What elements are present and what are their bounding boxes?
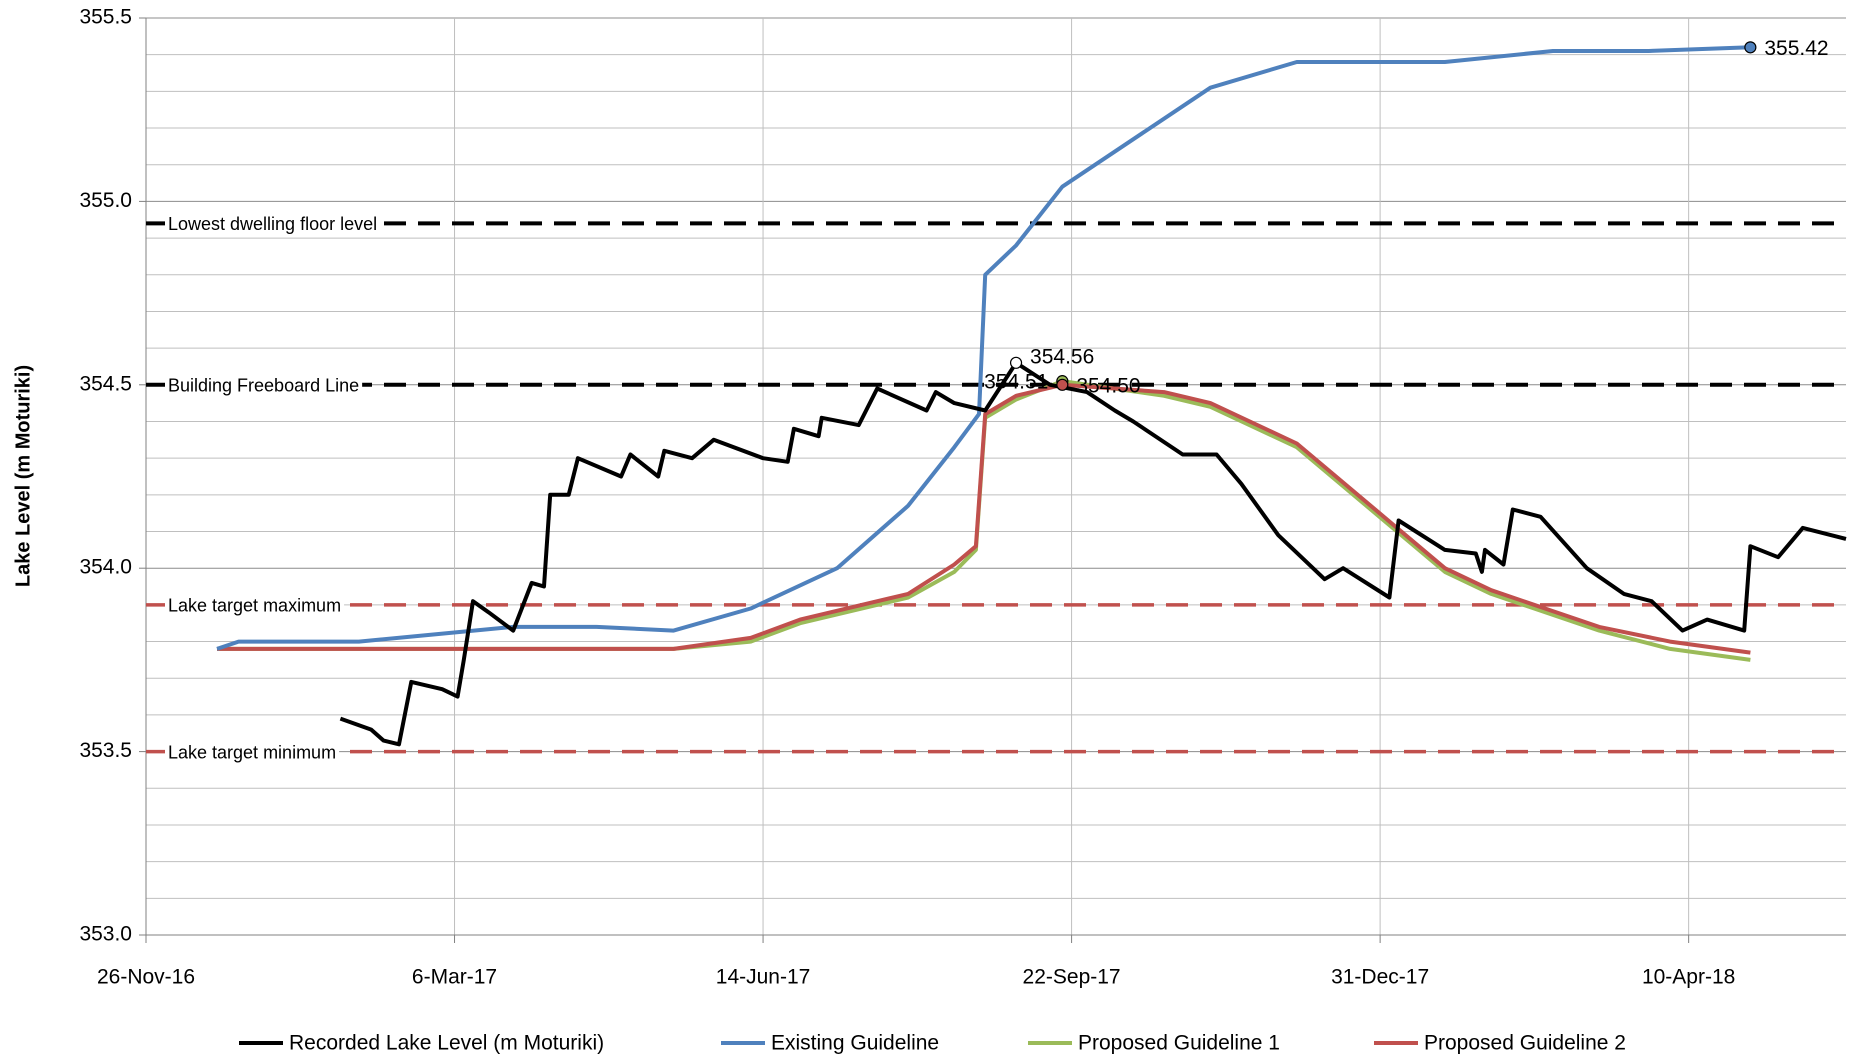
point-marker bbox=[1744, 41, 1757, 54]
reference-label-bg bbox=[165, 741, 340, 764]
legend-label: Proposed Guideline 1 bbox=[1078, 1032, 1280, 1055]
point-label: 354.50 bbox=[1076, 374, 1140, 397]
point-label: 354.51 bbox=[984, 371, 1048, 394]
y-tick-label: 354.5 bbox=[79, 372, 132, 395]
series-line bbox=[216, 45, 1751, 651]
point-label: 354.56 bbox=[1030, 345, 1094, 368]
reference-label-bg bbox=[165, 374, 363, 397]
series-line bbox=[217, 382, 1751, 655]
y-tick-label: 354.0 bbox=[79, 556, 132, 579]
reference-label: Lowest dwelling floor level bbox=[168, 214, 377, 234]
x-tick-label: 26-Nov-16 bbox=[97, 966, 195, 989]
x-tick-label: 6-Mar-17 bbox=[412, 966, 497, 989]
x-tick-label: 31-Dec-17 bbox=[1331, 966, 1429, 989]
point-marker bbox=[1009, 356, 1023, 369]
legend-label: Existing Guideline bbox=[771, 1032, 939, 1055]
y-axis-title: Lake Level (m Moturiki) bbox=[12, 365, 34, 587]
point-marker bbox=[1056, 378, 1069, 391]
legend-label: Recorded Lake Level (m Moturiki) bbox=[289, 1032, 604, 1055]
y-tick-label: 353.5 bbox=[79, 739, 132, 762]
x-tick-label: 22-Sep-17 bbox=[1023, 966, 1121, 989]
x-tick-label: 10-Apr-18 bbox=[1642, 966, 1735, 989]
reference-label: Building Freeboard Line bbox=[168, 376, 359, 396]
x-tick-label: 14-Jun-17 bbox=[716, 966, 811, 989]
reference-label-bg bbox=[165, 594, 345, 617]
reference-label: Lake target minimum bbox=[168, 742, 336, 762]
reference-label: Lake target maximum bbox=[168, 596, 341, 616]
legend-label: Proposed Guideline 2 bbox=[1424, 1032, 1626, 1055]
y-tick-label: 355.0 bbox=[79, 189, 132, 212]
reference-label-bg bbox=[165, 213, 381, 236]
y-tick-label: 355.5 bbox=[79, 6, 132, 29]
point-label: 355.42 bbox=[1764, 37, 1828, 60]
series-line bbox=[339, 360, 1847, 747]
y-tick-label: 353.0 bbox=[79, 923, 132, 946]
